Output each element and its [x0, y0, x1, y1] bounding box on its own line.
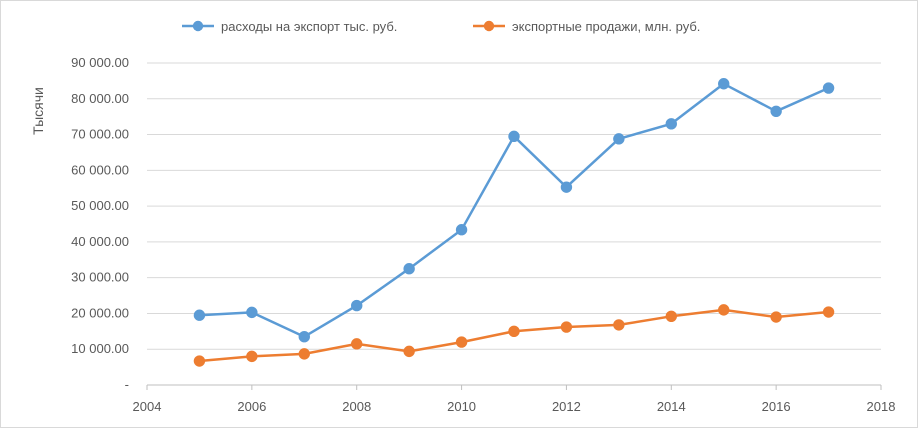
data-point-series-2 — [718, 304, 730, 316]
x-tick-label: 2008 — [342, 399, 371, 414]
data-point-series-1 — [246, 306, 258, 319]
y-tick-label: 10 000.00 — [71, 341, 129, 356]
y-tick-label: 60 000.00 — [71, 162, 129, 177]
data-point-series-1 — [613, 133, 625, 145]
x-tick-label: 2014 — [657, 399, 686, 414]
data-point-series-1 — [298, 331, 310, 343]
y-tick-label: 80 000.00 — [71, 91, 129, 106]
legend-marker-2 — [483, 20, 495, 32]
x-tick-label: 2012 — [552, 399, 581, 414]
data-point-series-2 — [665, 310, 677, 323]
x-tick-label: 2006 — [237, 399, 266, 414]
data-point-series-1 — [718, 78, 730, 90]
data-point-series-2 — [246, 350, 258, 363]
series-line-1 — [199, 82, 830, 338]
data-point-series-2 — [193, 355, 206, 367]
data-point-series-2 — [455, 336, 468, 348]
data-point-series-1 — [560, 181, 573, 193]
data-point-series-1 — [403, 263, 415, 275]
data-point-series-1 — [455, 224, 468, 236]
data-point-series-1 — [193, 309, 206, 321]
y-tick-label: 70 000.00 — [71, 127, 129, 142]
data-point-series-1 — [770, 105, 782, 118]
data-point-series-2 — [298, 348, 310, 360]
x-tick-label: 2018 — [867, 399, 896, 414]
data-point-series-2 — [560, 321, 573, 333]
data-point-series-2 — [822, 306, 835, 318]
y-tick-label: 20 000.00 — [71, 305, 129, 320]
data-point-series-2 — [770, 311, 782, 323]
data-point-series-1 — [351, 299, 363, 312]
legend-label-2: экспортные продажи, млн. руб. — [512, 19, 700, 34]
y-tick-label: - — [125, 377, 129, 392]
x-tick-label: 2004 — [133, 399, 162, 414]
data-point-series-2 — [351, 338, 363, 350]
y-tick-label: 50 000.00 — [71, 198, 129, 213]
axes-layer: - 10 000.00 20 000.00 30 000.00 40 000.00 50 … — [71, 55, 895, 414]
legend: расходы на экспорт тыс. руб. экспортные п… — [182, 19, 700, 34]
x-tick-label: 2010 — [447, 399, 476, 414]
y-tick-label: 40 000.00 — [71, 234, 129, 249]
y-tick-label: 30 000.00 — [71, 270, 129, 285]
series-layer — [193, 78, 835, 367]
grid-layer — [147, 62, 881, 350]
data-point-series-1 — [822, 82, 835, 94]
x-tick-label: 2016 — [762, 399, 791, 414]
legend-label-1: расходы на экспорт тыс. руб. — [221, 19, 397, 34]
data-point-series-2 — [403, 345, 415, 358]
y-tick-label: 90 000.00 — [71, 55, 129, 70]
data-point-series-2 — [613, 319, 625, 331]
data-point-series-2 — [508, 325, 520, 338]
data-point-series-1 — [508, 130, 520, 143]
y-axis-title: Тысячи — [30, 87, 46, 135]
data-point-series-1 — [665, 118, 677, 130]
legend-marker-1 — [192, 20, 204, 32]
